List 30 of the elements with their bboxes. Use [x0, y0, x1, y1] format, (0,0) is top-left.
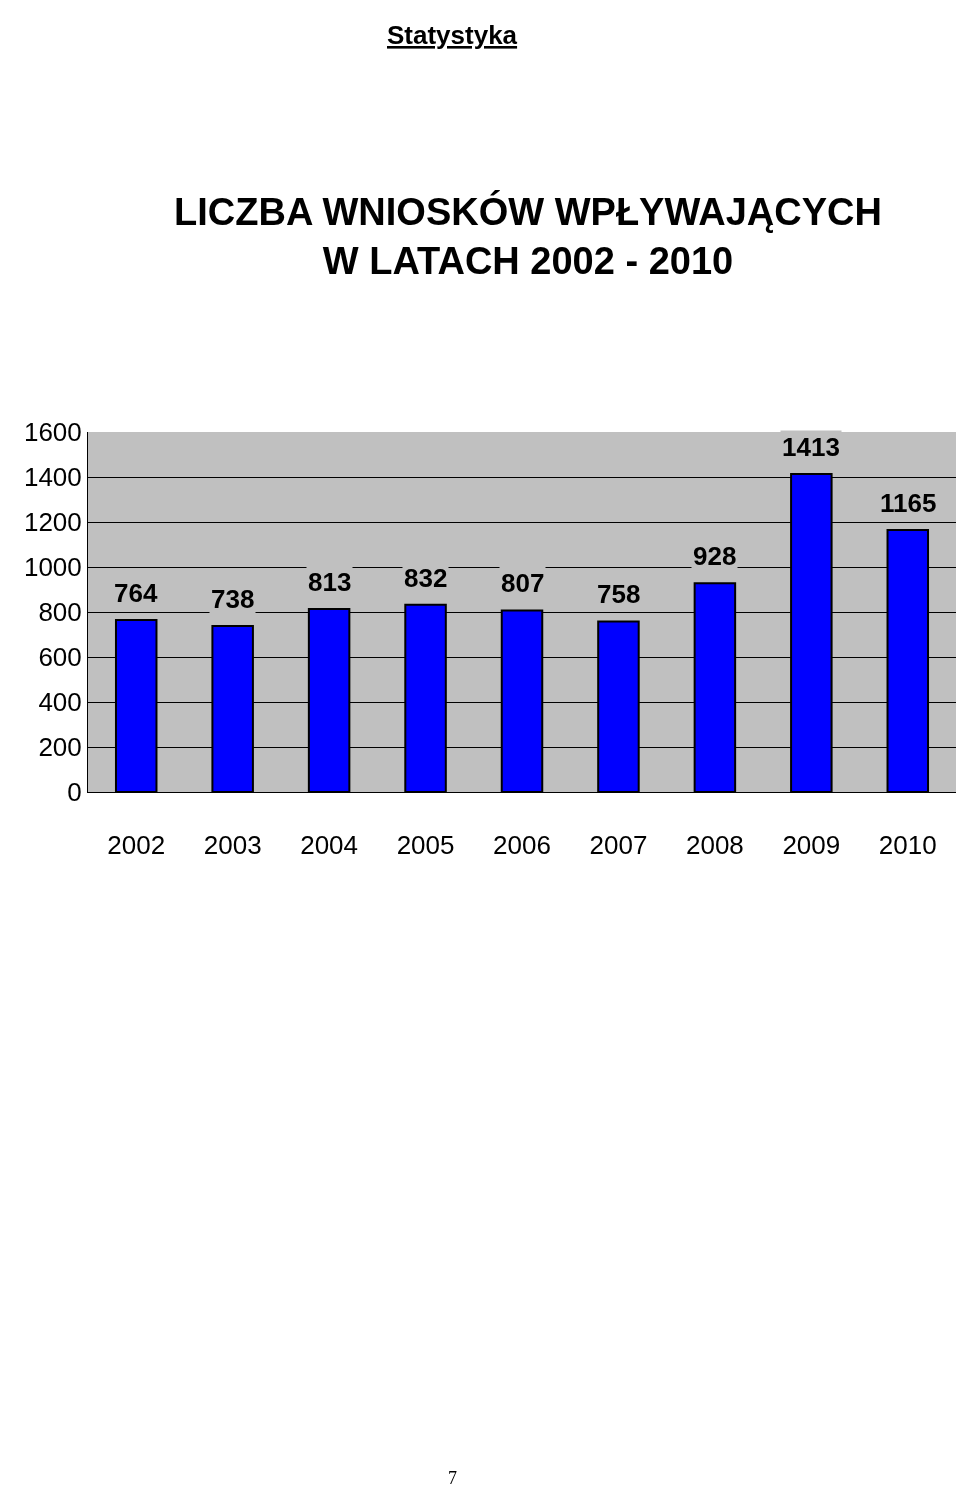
x-tick-label: 2006: [493, 830, 551, 861]
x-tick-label: 2008: [685, 830, 744, 861]
y-tick-label: 600: [38, 642, 82, 673]
data-label: 1165: [880, 488, 937, 518]
text: Statystyka: [387, 20, 518, 50]
y-tick-label: 1600: [23, 417, 82, 448]
text: 7: [448, 1468, 457, 1488]
data-label: 832: [404, 563, 448, 593]
y-tick-label: 1400: [23, 462, 82, 493]
data-label: 813: [308, 567, 352, 597]
x-tick-label: 2007: [589, 830, 648, 861]
data-label: 738: [211, 584, 255, 614]
x-tick-label: 2004: [300, 830, 359, 861]
x-tick-label: 2009: [782, 830, 841, 861]
data-label: 928: [693, 541, 737, 571]
y-tick-label: 1000: [23, 552, 82, 583]
y-tick-label: 0: [67, 777, 82, 808]
x-tick-label: 2002: [107, 830, 166, 861]
data-label: 807: [501, 568, 545, 598]
data-label: 1413: [782, 432, 840, 462]
chart-title: LICZBA WNIOSKÓW WPŁYWAJĄCYCH W LATACH 2002 - 2010: [174, 190, 882, 283]
y-tick-label: 1200: [23, 507, 82, 538]
x-tick-label: 2003: [203, 830, 262, 861]
y-tick-label: 800: [38, 597, 82, 628]
y-tick-label: 400: [38, 687, 82, 718]
y-tick-label: 200: [38, 732, 82, 763]
x-tick-label: 2005: [396, 830, 455, 861]
data-label: 758: [597, 579, 641, 609]
x-tick-label: 2010: [878, 830, 937, 861]
data-label: 764: [114, 578, 158, 608]
